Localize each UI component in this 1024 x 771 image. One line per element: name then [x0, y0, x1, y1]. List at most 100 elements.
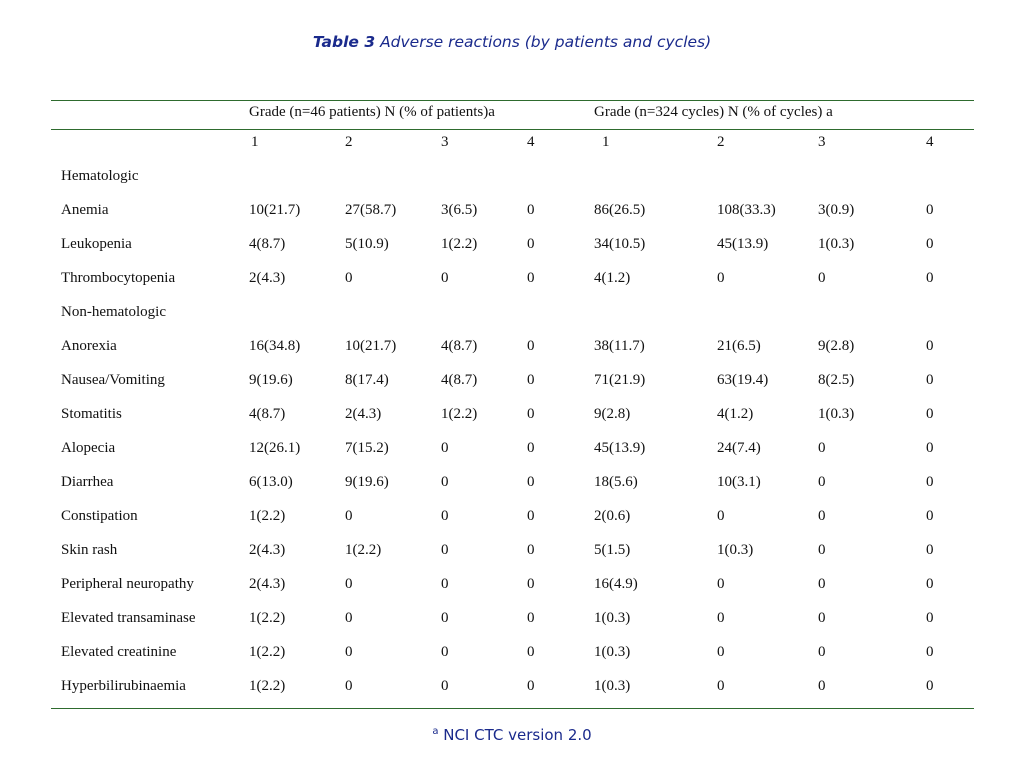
patients-grade-1-cell: 9(19.6)	[249, 372, 293, 388]
table-row: Constipation 1(2.2) 0 0 0 2(0.6) 0 0 0	[0, 506, 1024, 526]
cycles-grade-1-cell: 34(10.5)	[594, 236, 646, 252]
patients-grade-3-cell: 3(6.5)	[441, 202, 478, 218]
top-rule	[51, 100, 974, 101]
row-label: Skin rash	[61, 542, 118, 558]
cycles-grade-3-cell: 0	[818, 508, 826, 524]
cycles-grade-2-cell: 108(33.3)	[717, 202, 776, 218]
patients-grade-3-cell: 0	[441, 474, 449, 490]
cycles-grade-1-cell: 45(13.9)	[594, 440, 646, 456]
patients-grade-1: 1	[251, 134, 259, 150]
cycles-grade-4-cell: 0	[926, 508, 934, 524]
cycles-grade-3-cell: 9(2.8)	[818, 338, 855, 354]
row-label: Nausea/Vomiting	[61, 372, 165, 388]
cycles-grade-3: 3	[818, 134, 826, 150]
row-label: Elevated creatinine	[61, 644, 177, 660]
cycles-grade-4-cell: 0	[926, 202, 934, 218]
patients-grade-3-cell: 0	[441, 678, 449, 694]
cycles-grade-1-cell: 9(2.8)	[594, 406, 631, 422]
patients-grade-4-cell: 0	[527, 542, 535, 558]
footnote-text: NCI CTC version 2.0	[443, 726, 592, 744]
patients-grade-1-cell: 1(2.2)	[249, 610, 286, 626]
table-row: Anemia 10(21.7) 27(58.7) 3(6.5) 0 86(26.5) 108…	[0, 200, 1024, 220]
cycles-grade-4-cell: 0	[926, 270, 934, 286]
cycles-grade-2-cell: 45(13.9)	[717, 236, 769, 252]
patients-grade-3-cell: 0	[441, 542, 449, 558]
patients-grade-1-cell: 1(2.2)	[249, 678, 286, 694]
bottom-rule	[51, 708, 974, 709]
patients-grade-2-cell: 0	[345, 576, 353, 592]
cycles-grade-4-cell: 0	[926, 678, 934, 694]
patients-grade-3-cell: 0	[441, 610, 449, 626]
cycles-group-header: Grade (n=324 cycles) N (% of cycles) a	[594, 104, 833, 120]
patients-grade-3-cell: 4(8.7)	[441, 338, 478, 354]
cycles-grade-3-cell: 0	[818, 440, 826, 456]
cycles-grade-3-cell: 1(0.3)	[818, 406, 855, 422]
cycles-grade-3-cell: 0	[818, 678, 826, 694]
cycles-grade-2-cell: 0	[717, 610, 725, 626]
table-row: Peripheral neuropathy 2(4.3) 0 0 0 16(4.9) 0 0 0	[0, 574, 1024, 594]
cycles-grade-4-cell: 0	[926, 338, 934, 354]
cycles-grade-3-cell: 3(0.9)	[818, 202, 855, 218]
cycles-grade-2-cell: 0	[717, 270, 725, 286]
patients-group-header: Grade (n=46 patients) N (% of patients)a	[249, 104, 495, 120]
table-row: Skin rash 2(4.3) 1(2.2) 0 0 5(1.5) 1(0.3) 0 0	[0, 540, 1024, 560]
patients-grade-3: 3	[441, 134, 449, 150]
cycles-grade-2-cell: 0	[717, 508, 725, 524]
cycles-grade-4-cell: 0	[926, 542, 934, 558]
patients-grade-2-cell: 8(17.4)	[345, 372, 389, 388]
patients-grade-2: 2	[345, 134, 353, 150]
table-row: Anorexia 16(34.8) 10(21.7) 4(8.7) 0 38(11.7) 2…	[0, 336, 1024, 356]
cycles-grade-2-cell: 21(6.5)	[717, 338, 761, 354]
row-label: Anorexia	[61, 338, 117, 354]
cycles-grade-3-cell: 8(2.5)	[818, 372, 855, 388]
patients-grade-2-cell: 9(19.6)	[345, 474, 389, 490]
patients-grade-2-cell: 0	[345, 270, 353, 286]
cycles-grade-2-cell: 0	[717, 576, 725, 592]
section-label: Non-hematologic	[61, 304, 166, 320]
patients-grade-4-cell: 0	[527, 576, 535, 592]
cycles-grade-2: 2	[717, 134, 725, 150]
row-label: Leukopenia	[61, 236, 132, 252]
patients-grade-3-cell: 0	[441, 576, 449, 592]
patients-grade-2-cell: 10(21.7)	[345, 338, 397, 354]
table-row: Nausea/Vomiting 9(19.6) 8(17.4) 4(8.7) 0 71(2…	[0, 370, 1024, 390]
table-row: Stomatitis 4(8.7) 2(4.3) 1(2.2) 0 9(2.8) 4(1.2…	[0, 404, 1024, 424]
cycles-grade-4-cell: 0	[926, 474, 934, 490]
patients-grade-2-cell: 0	[345, 610, 353, 626]
cycles-grade-1-cell: 16(4.9)	[594, 576, 638, 592]
row-label: Peripheral neuropathy	[61, 576, 194, 592]
cycles-grade-1-cell: 5(1.5)	[594, 542, 631, 558]
table-row: Diarrhea 6(13.0) 9(19.6) 0 0 18(5.6) 10(3.1) 0 0	[0, 472, 1024, 492]
patients-grade-2-cell: 5(10.9)	[345, 236, 389, 252]
patients-grade-3-cell: 1(2.2)	[441, 236, 478, 252]
patients-grade-1-cell: 4(8.7)	[249, 236, 286, 252]
patients-grade-4-cell: 0	[527, 236, 535, 252]
cycles-grade-2-cell: 1(0.3)	[717, 542, 754, 558]
cycles-grade-4-cell: 0	[926, 236, 934, 252]
table-row: Hyperbilirubinaemia 1(2.2) 0 0 0 1(0.3) 0 0 0	[0, 676, 1024, 696]
row-label: Constipation	[61, 508, 138, 524]
patients-grade-3-cell: 1(2.2)	[441, 406, 478, 422]
cycles-grade-4: 4	[926, 134, 934, 150]
patients-grade-4-cell: 0	[527, 338, 535, 354]
row-label: Anemia	[61, 202, 109, 218]
cycles-grade-3-cell: 0	[818, 474, 826, 490]
patients-grade-2-cell: 2(4.3)	[345, 406, 382, 422]
patients-grade-1-cell: 6(13.0)	[249, 474, 293, 490]
patients-grade-1-cell: 1(2.2)	[249, 644, 286, 660]
grade-header-row: 1 2 3 4 1 2 3 4	[0, 132, 1024, 152]
patients-grade-3-cell: 4(8.7)	[441, 372, 478, 388]
cycles-grade-1-cell: 18(5.6)	[594, 474, 638, 490]
patients-grade-1-cell: 2(4.3)	[249, 542, 286, 558]
section-row: Hematologic	[0, 166, 1024, 186]
cycles-grade-1-cell: 4(1.2)	[594, 270, 631, 286]
patients-grade-1-cell: 1(2.2)	[249, 508, 286, 524]
patients-grade-3-cell: 0	[441, 270, 449, 286]
cycles-grade-3-cell: 0	[818, 610, 826, 626]
cycles-grade-1-cell: 2(0.6)	[594, 508, 631, 524]
cycles-grade-2-cell: 0	[717, 644, 725, 660]
footnote-mark: a	[432, 726, 439, 737]
cycles-grade-2-cell: 24(7.4)	[717, 440, 761, 456]
row-label: Stomatitis	[61, 406, 122, 422]
patients-grade-2-cell: 0	[345, 508, 353, 524]
